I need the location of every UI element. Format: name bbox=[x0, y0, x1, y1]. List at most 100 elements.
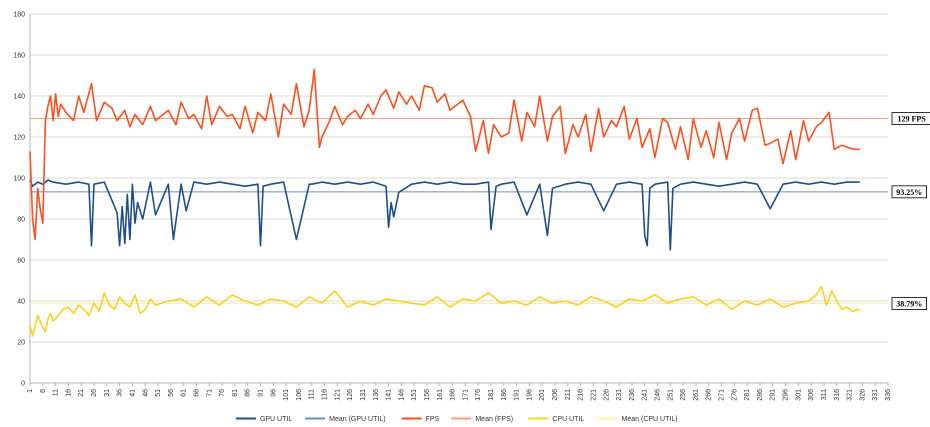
x-tick-label-106: 106 bbox=[296, 389, 303, 401]
x-tick-labels: 1 6 11 16 21 26 31 36 41 46 51 56 61 66 71 76 81 86 91 96 10… bbox=[27, 389, 892, 401]
x-tick-label-176: 176 bbox=[475, 389, 482, 401]
x-tick-label-181: 181 bbox=[488, 389, 495, 401]
legend-label-fps: FPS bbox=[426, 416, 440, 423]
x-tick-label-36: 36 bbox=[117, 389, 124, 397]
x-tick-label-326: 326 bbox=[859, 389, 866, 401]
legend-label-mean-cpu-util: Mean (CPU UTIL) bbox=[622, 416, 678, 423]
x-tick-label-331: 331 bbox=[872, 389, 879, 401]
x-tick-label-21: 21 bbox=[78, 389, 85, 397]
y-tick-labels: 0 20 40 60 80 100 120 140 160 180 bbox=[13, 12, 25, 388]
legend-label-gpu-util: GPU UTIL bbox=[260, 416, 292, 423]
x-tick-label-156: 156 bbox=[424, 389, 431, 401]
x-tick-label-336: 336 bbox=[885, 389, 892, 401]
x-tick-label-251: 251 bbox=[667, 389, 674, 401]
series-line-gpu-util bbox=[29, 179, 860, 251]
series-line-cpu-util bbox=[29, 285, 861, 337]
x-tick-label-151: 151 bbox=[411, 389, 418, 401]
x-tick-label-126: 126 bbox=[347, 389, 354, 401]
x-tick-label-201: 201 bbox=[539, 389, 546, 401]
y-tick-label-160: 160 bbox=[13, 53, 25, 60]
x-tick-label-211: 211 bbox=[565, 389, 572, 400]
x-tick-label-96: 96 bbox=[270, 389, 277, 397]
x-tick-label-56: 56 bbox=[168, 389, 175, 397]
x-tick-label-281: 281 bbox=[744, 389, 751, 401]
x-tick-label-61: 61 bbox=[181, 389, 188, 397]
x-tick-label-111: 111 bbox=[309, 389, 316, 400]
x-tick-label-291: 291 bbox=[770, 389, 777, 401]
y-tick-label-120: 120 bbox=[13, 135, 25, 142]
callout-label-93-25: 93.25% bbox=[896, 188, 922, 197]
x-tick-label-136: 136 bbox=[373, 389, 380, 401]
legend-label-mean-gpu-util: Mean (GPU UTIL) bbox=[329, 416, 385, 423]
x-tick-label-236: 236 bbox=[629, 389, 636, 401]
x-tick-label-271: 271 bbox=[719, 389, 726, 401]
x-tick-label-206: 206 bbox=[552, 389, 559, 401]
x-tick-label-141: 141 bbox=[386, 389, 393, 401]
x-tick-label-16: 16 bbox=[65, 389, 72, 397]
x-tick-label-31: 31 bbox=[104, 389, 111, 397]
x-tick-label-1: 1 bbox=[27, 389, 34, 393]
x-tick-label-221: 221 bbox=[590, 389, 597, 401]
x-tick-label-146: 146 bbox=[398, 389, 405, 401]
x-tick-label-226: 226 bbox=[603, 389, 610, 401]
callout-box-38-79 bbox=[891, 297, 927, 310]
x-tick-label-121: 121 bbox=[334, 389, 341, 401]
x-tick-label-246: 246 bbox=[654, 389, 661, 401]
x-tick-label-101: 101 bbox=[283, 389, 290, 401]
legend-label-mean-fps: Mean (FPS) bbox=[475, 416, 513, 423]
y-tick-label-40: 40 bbox=[17, 299, 25, 306]
x-tick-label-311: 311 bbox=[821, 389, 828, 400]
x-tick-label-131: 131 bbox=[360, 389, 367, 401]
x-tick-label-116: 116 bbox=[322, 389, 329, 400]
x-tick-label-76: 76 bbox=[219, 389, 226, 397]
y-tick-label-180: 180 bbox=[13, 12, 25, 19]
y-tick-label-100: 100 bbox=[13, 176, 25, 183]
x-tick-label-46: 46 bbox=[142, 389, 149, 397]
y-tick-label-20: 20 bbox=[17, 340, 25, 347]
callout-box-93-25 bbox=[891, 185, 927, 199]
x-tick-label-6: 6 bbox=[40, 389, 47, 393]
grid-lines bbox=[30, 13, 888, 384]
x-tick-label-26: 26 bbox=[91, 389, 98, 397]
series-lines bbox=[29, 68, 888, 337]
series-line-fps bbox=[29, 68, 860, 241]
x-tick-label-306: 306 bbox=[808, 389, 815, 401]
x-tick-label-191: 191 bbox=[514, 389, 521, 401]
x-tick-label-161: 161 bbox=[437, 389, 444, 401]
y-tick-label-0: 0 bbox=[21, 381, 25, 388]
x-tick-label-231: 231 bbox=[616, 389, 623, 401]
x-tick-label-91: 91 bbox=[258, 389, 265, 397]
y-tick-label-60: 60 bbox=[17, 258, 25, 265]
x-tick-label-296: 296 bbox=[783, 389, 790, 401]
callout-box-129-fps bbox=[891, 112, 930, 125]
x-tick-label-51: 51 bbox=[155, 389, 162, 397]
x-tick-label-261: 261 bbox=[693, 389, 700, 401]
x-tick-label-81: 81 bbox=[232, 389, 239, 397]
x-tick-label-286: 286 bbox=[757, 389, 764, 401]
legend: GPU UTIL Mean (GPU UTIL) FPS Mean (FPS) CPU … bbox=[235, 416, 678, 423]
y-tick-label-80: 80 bbox=[17, 217, 25, 224]
x-tick-label-66: 66 bbox=[193, 389, 200, 397]
x-tick-label-301: 301 bbox=[795, 389, 802, 401]
axes bbox=[29, 14, 889, 386]
mean-callouts: 129 FPS 93.25% 38.79% bbox=[891, 112, 930, 310]
x-tick-label-86: 86 bbox=[245, 389, 252, 397]
x-tick-label-321: 321 bbox=[847, 389, 854, 401]
x-tick-label-196: 196 bbox=[526, 389, 533, 401]
x-tick-label-166: 166 bbox=[450, 389, 457, 401]
callout-label-38-79: 38.79% bbox=[896, 299, 922, 308]
x-tick-label-266: 266 bbox=[706, 389, 713, 401]
x-tick-label-11: 11 bbox=[53, 389, 60, 396]
x-tick-label-71: 71 bbox=[206, 389, 213, 397]
x-tick-label-171: 171 bbox=[462, 389, 469, 401]
x-tick-label-316: 316 bbox=[834, 389, 841, 401]
x-tick-label-276: 276 bbox=[731, 389, 738, 401]
x-tick-label-216: 216 bbox=[578, 389, 585, 401]
x-tick-label-256: 256 bbox=[680, 389, 687, 401]
y-tick-label-140: 140 bbox=[13, 94, 25, 101]
x-tick-label-186: 186 bbox=[501, 389, 508, 401]
x-tick-label-241: 241 bbox=[642, 389, 649, 401]
x-tick-label-41: 41 bbox=[129, 389, 136, 397]
callout-label-129-fps: 129 FPS bbox=[897, 115, 926, 124]
